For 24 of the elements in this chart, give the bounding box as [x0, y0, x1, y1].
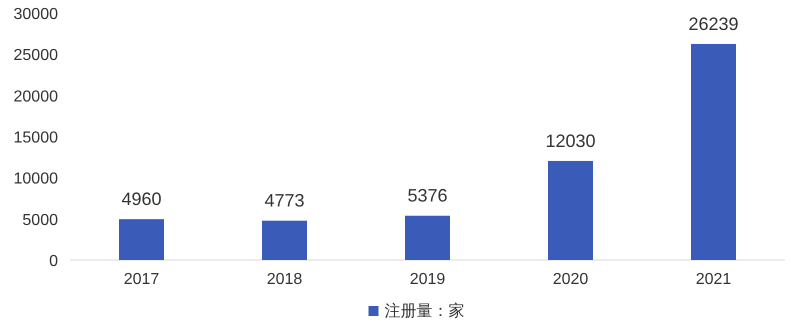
y-tick-label: 10000 [14, 170, 58, 188]
legend-label: 注册量：家 [384, 302, 464, 320]
x-tick-label: 2017 [124, 271, 160, 288]
y-tick-label: 30000 [14, 6, 58, 23]
bar [262, 220, 307, 260]
y-tick-label: 25000 [14, 47, 58, 64]
legend: 注册量：家 [368, 303, 464, 320]
x-tick-label: 2020 [552, 271, 588, 288]
bar [405, 216, 450, 260]
x-tick-label: 2018 [266, 271, 302, 288]
y-tick-label: 15000 [14, 130, 58, 146]
y-tick-label: 0 [49, 253, 58, 270]
data-label: 5376 [407, 186, 448, 206]
data-label: 26239 [688, 14, 739, 34]
bar [119, 219, 164, 260]
y-tick-label: 5000 [22, 212, 58, 229]
data-label: 4773 [264, 190, 305, 211]
data-label: 4960 [121, 189, 162, 210]
x-tick-label: 2021 [696, 271, 732, 288]
x-tick-label: 2019 [410, 271, 446, 288]
data-label: 12030 [545, 130, 596, 151]
y-tick-label: 20000 [14, 88, 58, 106]
bar [691, 44, 736, 260]
bar [548, 160, 593, 260]
